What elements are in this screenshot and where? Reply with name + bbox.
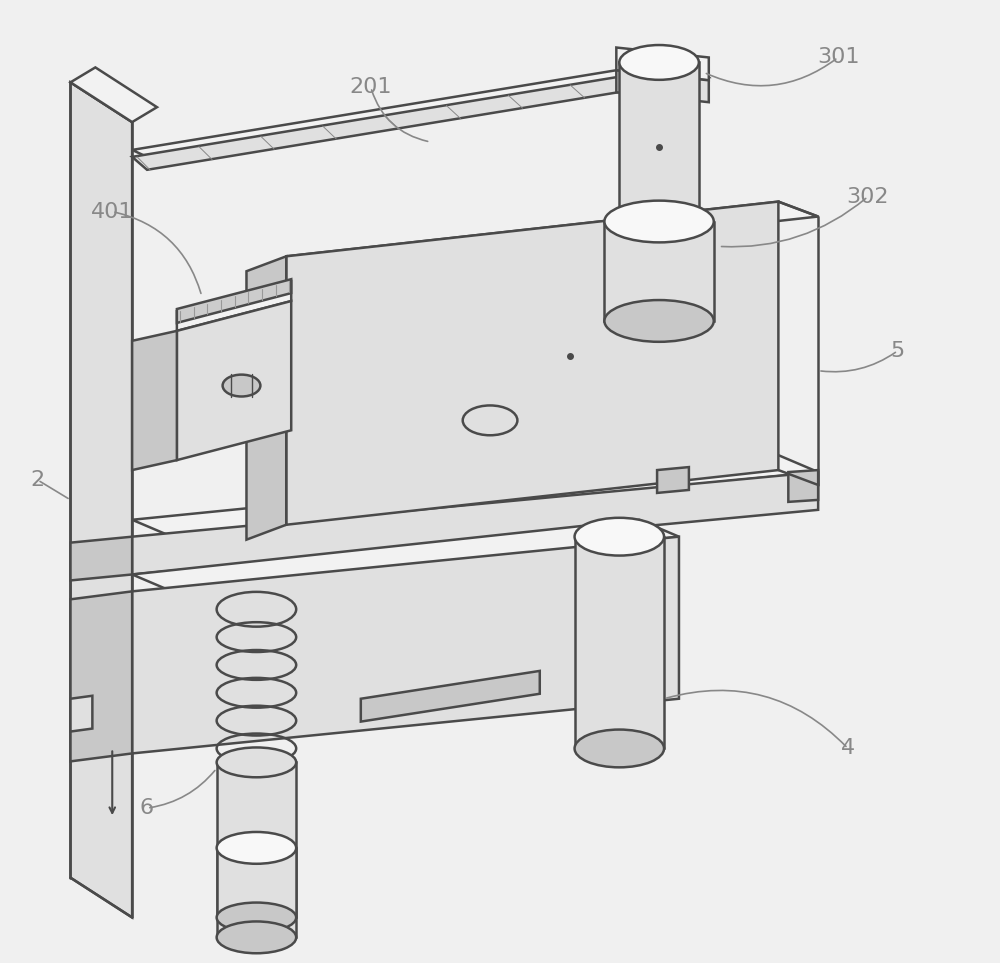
Polygon shape: [132, 455, 818, 536]
Polygon shape: [616, 70, 709, 102]
Polygon shape: [177, 301, 291, 460]
Polygon shape: [616, 47, 709, 80]
Polygon shape: [132, 520, 679, 591]
Ellipse shape: [217, 747, 296, 777]
Polygon shape: [177, 281, 291, 331]
Polygon shape: [619, 63, 699, 221]
Ellipse shape: [604, 300, 714, 342]
Polygon shape: [575, 536, 664, 748]
Ellipse shape: [217, 592, 296, 627]
Text: 201: 201: [349, 77, 392, 97]
Polygon shape: [604, 221, 714, 321]
Text: 401: 401: [91, 201, 133, 221]
Polygon shape: [70, 82, 132, 918]
Ellipse shape: [217, 832, 296, 864]
Text: 302: 302: [847, 187, 889, 207]
Ellipse shape: [575, 518, 664, 556]
Polygon shape: [132, 331, 177, 470]
Polygon shape: [132, 536, 679, 753]
Polygon shape: [217, 763, 296, 918]
Text: 6: 6: [140, 798, 154, 819]
Text: 301: 301: [817, 47, 859, 67]
Polygon shape: [286, 201, 818, 272]
Ellipse shape: [604, 200, 714, 243]
Text: 2: 2: [31, 470, 45, 490]
Text: 4: 4: [841, 739, 855, 759]
Polygon shape: [217, 847, 296, 937]
Ellipse shape: [619, 45, 699, 80]
Polygon shape: [788, 470, 818, 502]
Text: 5: 5: [891, 341, 905, 361]
Polygon shape: [286, 201, 778, 525]
Polygon shape: [657, 467, 689, 493]
Polygon shape: [70, 67, 157, 122]
Polygon shape: [70, 695, 92, 732]
Polygon shape: [132, 65, 709, 169]
Polygon shape: [246, 256, 286, 539]
Ellipse shape: [217, 902, 296, 932]
Ellipse shape: [619, 204, 699, 239]
Polygon shape: [132, 472, 818, 575]
Polygon shape: [70, 591, 132, 762]
Ellipse shape: [217, 922, 296, 953]
Polygon shape: [70, 536, 132, 581]
Polygon shape: [177, 279, 291, 323]
Polygon shape: [132, 58, 709, 157]
Polygon shape: [361, 671, 540, 721]
Ellipse shape: [575, 730, 664, 768]
Ellipse shape: [223, 375, 260, 397]
